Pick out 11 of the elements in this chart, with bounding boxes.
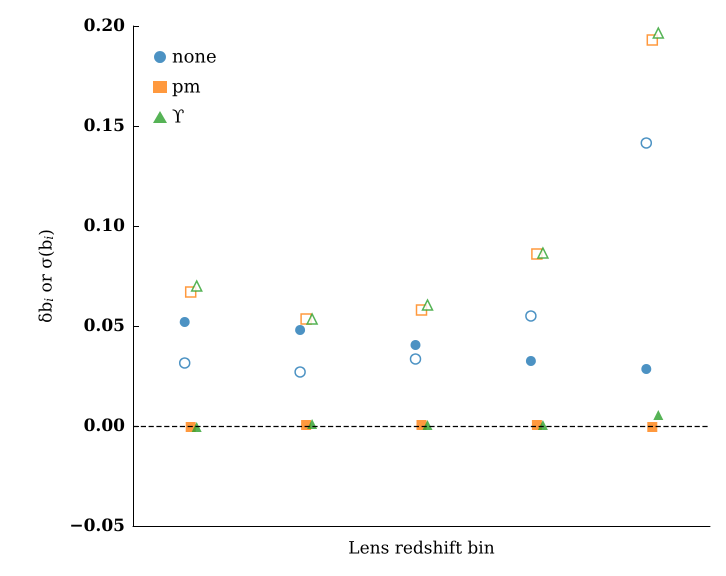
y-tick-label: −0.05 bbox=[69, 516, 125, 536]
y-tick-label: 0.00 bbox=[84, 416, 126, 436]
x-axis-title: Lens redshift bin bbox=[348, 538, 495, 558]
y-tick-label: 0.20 bbox=[84, 16, 126, 36]
legend-label: ϒ bbox=[172, 106, 184, 128]
legend-label: none bbox=[172, 46, 217, 68]
y-axis-title: δbi or σ(bi) bbox=[36, 229, 56, 323]
y-tick-label: 0.15 bbox=[84, 116, 125, 136]
y-tick-label: 0.05 bbox=[84, 316, 125, 336]
y-tick-label: 0.10 bbox=[84, 216, 126, 236]
legend-label: pm bbox=[172, 76, 201, 98]
